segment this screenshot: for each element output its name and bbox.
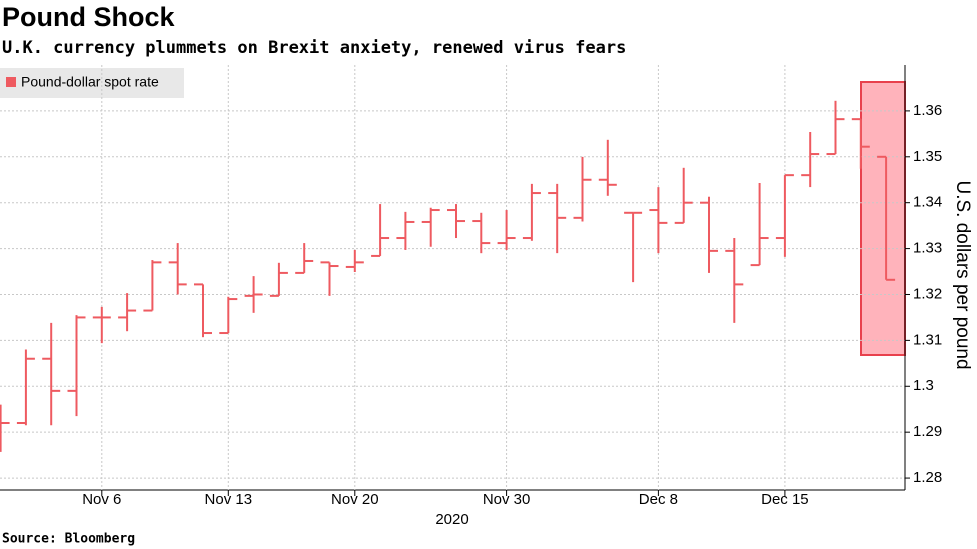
legend-box bbox=[0, 68, 184, 98]
y-tick-label: 1.35 bbox=[913, 148, 942, 165]
highlight-box bbox=[860, 81, 906, 356]
chart-subtitle: U.K. currency plummets on Brexit anxiety… bbox=[2, 38, 626, 58]
x-tick-label: Dec 15 bbox=[761, 491, 809, 508]
legend-swatch bbox=[6, 77, 16, 87]
chart-title: Pound Shock bbox=[2, 2, 175, 32]
y-tick-label: 1.28 bbox=[913, 469, 942, 486]
source: Source: Bloomberg bbox=[2, 532, 135, 547]
y-tick-label: 1.36 bbox=[913, 102, 942, 119]
y-axis-label: U.S. dollars per pound bbox=[952, 180, 973, 369]
legend-label: Pound-dollar spot rate bbox=[21, 74, 159, 90]
x-tick-label: Nov 13 bbox=[205, 491, 253, 508]
y-tick-label: 1.33 bbox=[913, 240, 942, 257]
x-axis-label: 2020 bbox=[435, 511, 468, 528]
y-tick-label: 1.29 bbox=[913, 423, 942, 440]
x-tick-label: Nov 20 bbox=[331, 491, 379, 508]
x-tick-label: Nov 30 bbox=[483, 491, 531, 508]
y-tick-label: 1.3 bbox=[913, 377, 934, 394]
y-tick-label: 1.34 bbox=[913, 194, 942, 211]
y-tick-label: 1.32 bbox=[913, 285, 942, 302]
y-tick-label: 1.31 bbox=[913, 331, 942, 348]
x-tick-label: Nov 6 bbox=[82, 491, 121, 508]
x-tick-label: Dec 8 bbox=[639, 491, 678, 508]
